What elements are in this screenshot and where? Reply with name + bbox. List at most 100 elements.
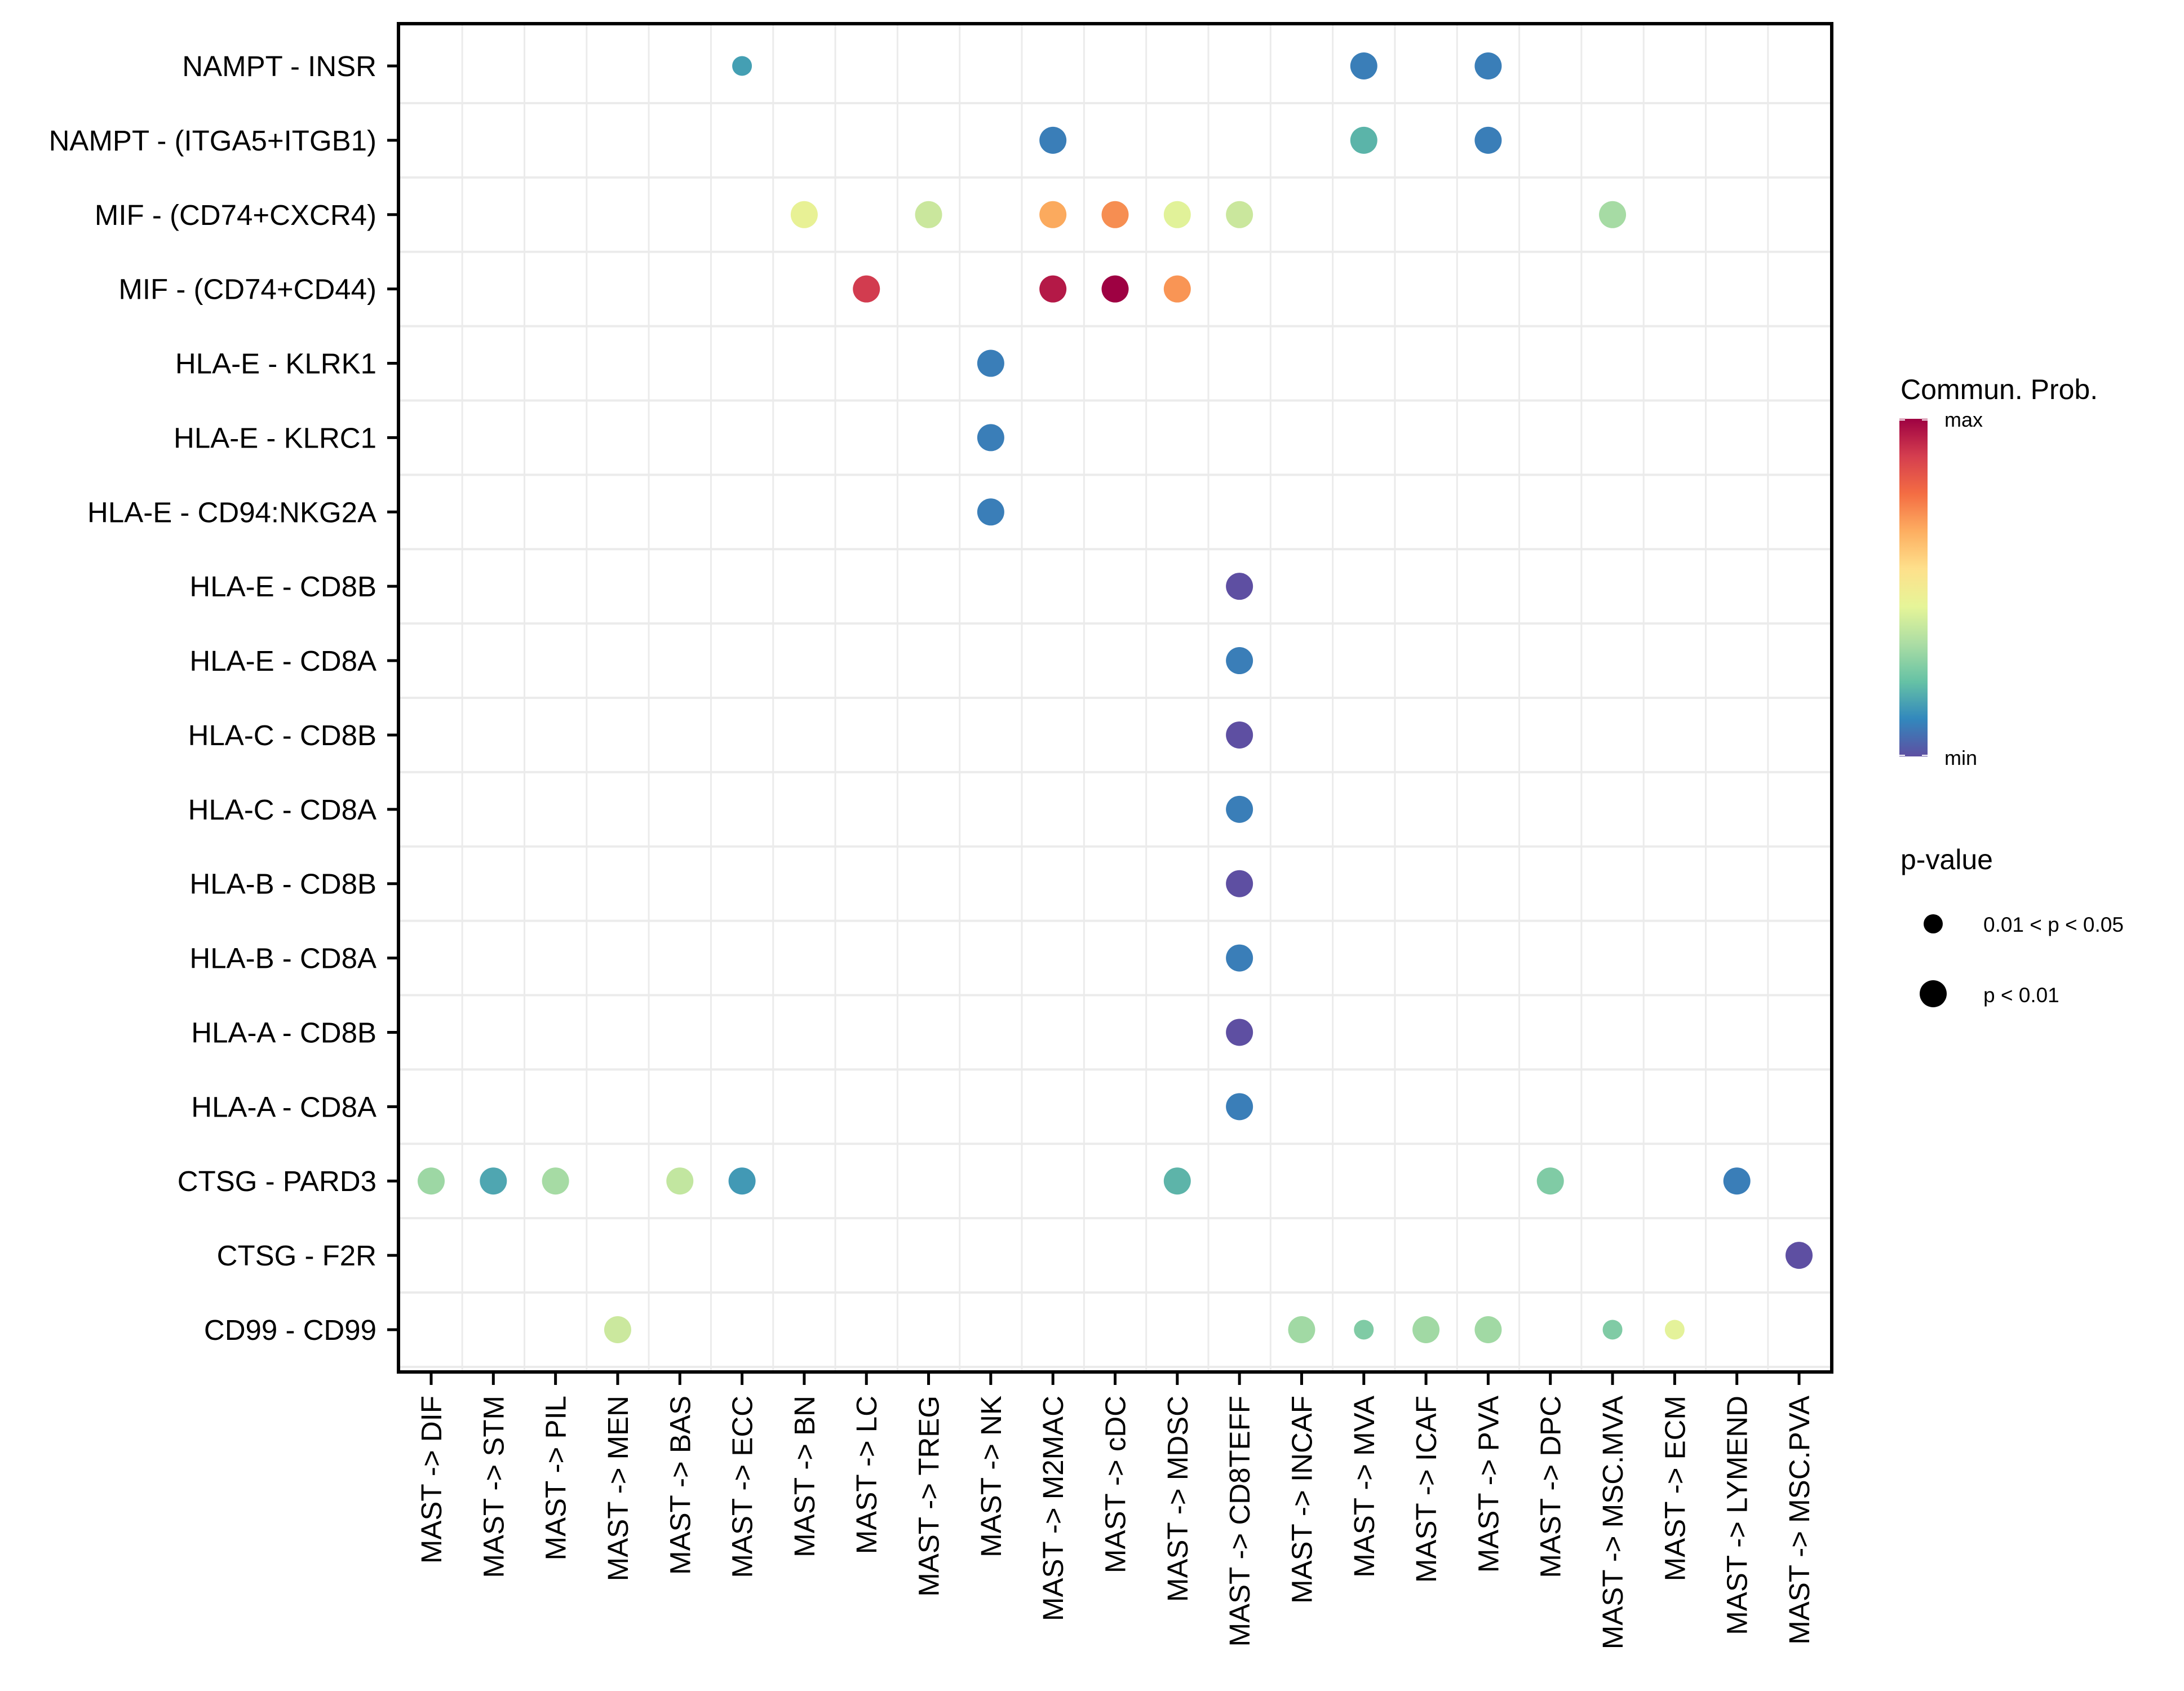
- y-tick-label: CTSG - F2R: [217, 1240, 376, 1272]
- x-tick-label: MAST -> INCAF: [1286, 1396, 1318, 1604]
- size-legend: p-value 0.01 < p < 0.05 p < 0.01: [1901, 844, 2124, 1007]
- data-point: [1226, 201, 1253, 228]
- data-point: [1350, 126, 1377, 154]
- data-point: [915, 201, 942, 228]
- data-point: [1226, 1093, 1253, 1121]
- x-tick-label: MAST -> MVA: [1348, 1396, 1380, 1578]
- data-point: [1226, 647, 1253, 675]
- color-legend-title: Commun. Prob.: [1901, 374, 2098, 405]
- data-point: [1786, 1242, 1813, 1269]
- data-point: [1039, 126, 1067, 154]
- gridlines: [397, 22, 1833, 1374]
- data-point: [732, 56, 752, 76]
- x-tick-label: MAST -> BN: [788, 1396, 821, 1557]
- colorbar-min-label: min: [1944, 746, 1977, 769]
- data-point: [853, 275, 880, 303]
- data-point: [1101, 201, 1129, 228]
- data-point: [1226, 1019, 1253, 1046]
- y-tick-label: HLA-A - CD8B: [191, 1016, 376, 1048]
- x-tick-label: MAST -> DPC: [1535, 1396, 1567, 1578]
- size-legend-title: p-value: [1901, 844, 1993, 875]
- x-tick-label: MAST -> CD8TEFF: [1224, 1396, 1256, 1646]
- data-point: [1354, 1320, 1374, 1340]
- x-tick-label: MAST -> cDC: [1100, 1396, 1132, 1573]
- data-point: [1664, 1320, 1685, 1340]
- y-tick-label: HLA-C - CD8A: [188, 794, 376, 826]
- data-point: [1602, 1320, 1623, 1340]
- y-axis: NAMPT - INSR NAMPT - (ITGA5+ITGB1) MIF - (…: [49, 50, 398, 1346]
- data-point: [1039, 201, 1067, 228]
- data-point: [977, 424, 1004, 451]
- data-point: [1039, 275, 1067, 303]
- size-legend-label-small: 0.01 < p < 0.05: [1983, 913, 2124, 936]
- y-tick-label: MIF - (CD74+CD44): [118, 273, 376, 306]
- x-axis: MAST -> DIF MAST -> STM MAST -> PIL MAST ->…: [415, 1372, 1815, 1649]
- data-point: [1226, 721, 1253, 749]
- x-tick-label: MAST -> LC: [850, 1396, 883, 1554]
- data-point: [1474, 126, 1502, 154]
- x-tick-label: MAST -> BAS: [664, 1396, 696, 1575]
- y-tick-label: HLA-E - KLRK1: [175, 348, 376, 380]
- size-legend-key-small: [1924, 914, 1943, 933]
- x-tick-label: MAST -> MSC.PVA: [1783, 1396, 1815, 1645]
- y-tick-label: NAMPT - INSR: [182, 50, 376, 82]
- data-point: [604, 1316, 631, 1343]
- y-tick-label: HLA-E - CD8A: [189, 645, 376, 677]
- colorbar: [1899, 419, 1928, 756]
- y-tick-label: NAMPT - (ITGA5+ITGB1): [49, 125, 376, 157]
- data-point: [977, 349, 1004, 377]
- x-tick-label: MAST -> NK: [975, 1396, 1007, 1557]
- data-point: [977, 498, 1004, 526]
- x-tick-label: MAST -> ECM: [1659, 1396, 1691, 1581]
- x-tick-label: MAST -> TREG: [913, 1396, 945, 1597]
- data-point: [1288, 1316, 1315, 1343]
- data-point: [1163, 275, 1191, 303]
- data-point: [790, 201, 818, 228]
- y-tick-label: HLA-B - CD8A: [189, 942, 376, 975]
- color-legend: Commun. Prob. max min: [1899, 374, 2098, 769]
- data-point: [1226, 795, 1253, 823]
- y-tick-label: CD99 - CD99: [204, 1314, 376, 1346]
- y-tick-label: HLA-E - CD94:NKG2A: [87, 496, 376, 528]
- y-tick-label: HLA-A - CD8A: [191, 1091, 376, 1123]
- data-point: [1599, 201, 1627, 228]
- size-legend-key-large: [1920, 980, 1947, 1007]
- data-point: [480, 1167, 507, 1195]
- points-layer: [418, 52, 1813, 1343]
- y-tick-label: HLA-E - CD8B: [189, 570, 376, 603]
- x-tick-label: MAST -> MDSC: [1162, 1396, 1194, 1602]
- data-point: [1350, 52, 1377, 79]
- data-point: [1723, 1167, 1751, 1195]
- x-tick-label: MAST -> MEN: [602, 1396, 634, 1581]
- data-point: [1412, 1316, 1440, 1343]
- x-tick-label: MAST -> STM: [477, 1396, 510, 1578]
- data-point: [666, 1167, 694, 1195]
- data-point: [1101, 275, 1129, 303]
- x-tick-label: MAST -> PVA: [1472, 1396, 1504, 1573]
- x-tick-label: MAST -> M2MAC: [1037, 1396, 1069, 1621]
- y-tick-label: HLA-E - KLRC1: [174, 422, 376, 454]
- data-point: [1536, 1167, 1564, 1195]
- x-tick-label: MAST -> PIL: [540, 1396, 572, 1560]
- y-tick-label: MIF - (CD74+CXCR4): [95, 199, 376, 231]
- data-point: [418, 1167, 445, 1195]
- y-tick-label: HLA-C - CD8B: [188, 719, 376, 751]
- data-point: [1226, 573, 1253, 600]
- data-point: [542, 1167, 569, 1195]
- y-tick-label: CTSG - PARD3: [178, 1165, 376, 1197]
- y-tick-label: HLA-B - CD8B: [189, 868, 376, 900]
- x-tick-label: MAST -> ECC: [726, 1396, 759, 1578]
- data-point: [728, 1167, 756, 1195]
- data-point: [1474, 1316, 1502, 1343]
- x-tick-label: MAST -> MSC.MVA: [1597, 1396, 1629, 1649]
- data-point: [1226, 944, 1253, 972]
- size-legend-label-large: p < 0.01: [1983, 984, 2059, 1007]
- x-tick-label: MAST -> DIF: [415, 1396, 448, 1564]
- x-tick-label: MAST -> ICAF: [1410, 1396, 1442, 1583]
- data-point: [1226, 870, 1253, 897]
- data-point: [1163, 1167, 1191, 1195]
- colorbar-max-label: max: [1944, 408, 1983, 431]
- x-tick-label: MAST -> LYMEND: [1721, 1396, 1753, 1635]
- data-point: [1163, 201, 1191, 228]
